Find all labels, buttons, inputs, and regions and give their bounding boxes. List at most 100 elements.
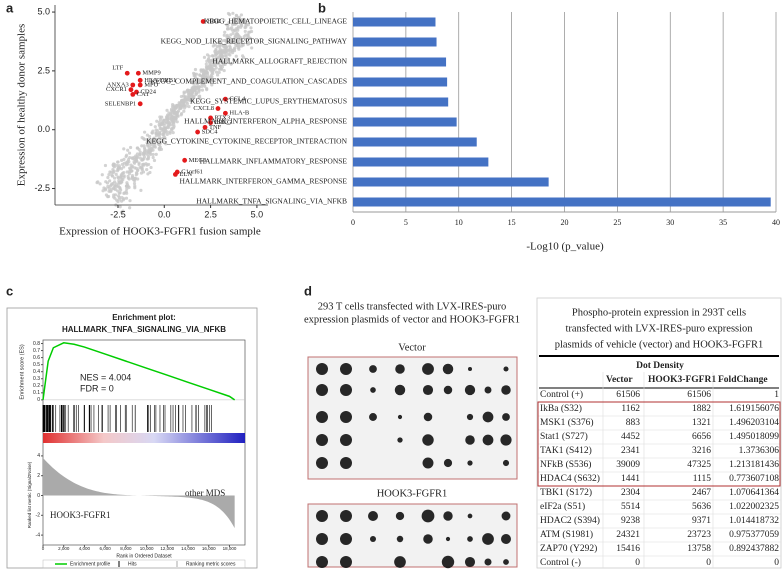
background-point <box>155 119 159 123</box>
background-point <box>148 138 152 142</box>
background-point <box>122 191 126 195</box>
background-point <box>117 195 122 199</box>
point-label: CCL4 <box>229 96 246 103</box>
background-point <box>165 132 169 136</box>
table-cell: ZAP70 (Y292) <box>540 543 597 554</box>
highlight-point <box>208 115 213 121</box>
background-point <box>175 105 179 109</box>
background-point <box>107 173 111 177</box>
blot-dot <box>340 533 352 545</box>
x-tick-label: 10 <box>455 218 463 227</box>
point-label: SDC4 <box>202 129 219 136</box>
background-point <box>117 191 121 195</box>
background-point <box>231 23 235 27</box>
background-point <box>237 45 241 49</box>
background-point <box>208 66 212 71</box>
blot-dot <box>502 413 510 421</box>
background-point <box>231 31 235 35</box>
y-tick-label: 0 <box>37 397 40 403</box>
blot-dot <box>340 384 352 396</box>
background-point <box>211 44 215 48</box>
background-point <box>205 77 209 81</box>
point-label: LTF <box>112 65 123 72</box>
background-point <box>122 175 126 179</box>
background-point <box>244 38 248 42</box>
blot-dot <box>422 457 434 469</box>
background-point <box>149 152 153 156</box>
blot-dot <box>464 556 476 568</box>
x-tick-label: 18,000 <box>223 546 237 551</box>
table-group-header: Dot Density <box>636 361 684 371</box>
background-point <box>189 89 193 93</box>
blot-dot <box>340 510 352 522</box>
y-tick-label: KEGG_COMPLEMENT_AND_COAGULATION_CASCADES <box>150 77 347 86</box>
background-point <box>115 198 119 202</box>
y-tick-label: 2 <box>37 473 40 479</box>
background-point <box>147 134 152 139</box>
table-cell: TBK1 (S172) <box>540 487 592 498</box>
background-point <box>220 49 224 53</box>
background-point <box>120 180 124 184</box>
panel-label: b <box>318 0 326 15</box>
x-tick-label: 40 <box>772 218 780 227</box>
background-point <box>196 77 200 81</box>
table-cell: 61506 <box>616 390 640 400</box>
background-point <box>246 33 250 37</box>
background-point <box>202 70 206 74</box>
background-point <box>130 176 134 181</box>
background-point <box>152 158 157 163</box>
highlight-point <box>128 87 134 93</box>
legend-label: Hits <box>128 561 137 567</box>
background-point <box>158 137 162 141</box>
y-tick-label: KEGG_NOD_LIKE_RECEPTOR_SIGNALING_PATHWAY <box>161 37 348 46</box>
background-point <box>135 152 140 156</box>
background-point <box>222 61 227 65</box>
x-tick-label: 15 <box>508 218 516 227</box>
background-point <box>135 154 139 159</box>
table-cell: 13758 <box>687 544 711 554</box>
background-point <box>227 39 232 43</box>
background-point <box>207 54 211 58</box>
background-point <box>205 59 209 63</box>
x-tick-label: 6,000 <box>100 546 112 551</box>
blot-dot <box>501 511 511 521</box>
x-tick-label: 25 <box>613 218 621 227</box>
background-point <box>200 88 205 92</box>
background-point <box>116 160 120 164</box>
x-axis-label: -Log10 (p_value) <box>526 241 604 253</box>
background-point <box>146 144 150 148</box>
blot-dot <box>482 411 494 423</box>
group-label: other MDS <box>185 488 225 498</box>
background-point <box>111 181 115 186</box>
background-point <box>106 175 110 180</box>
panel-label: c <box>6 283 13 298</box>
background-point <box>198 73 202 77</box>
background-point <box>144 149 148 153</box>
y-tick-label: KEGG_CYTOKINE_CYTOKINE_RECEPTOR_INTERACT… <box>146 137 347 146</box>
background-point <box>116 176 121 180</box>
x-tick-label: 14,000 <box>181 546 195 551</box>
blot-dot <box>443 385 453 395</box>
point-label: MPO <box>144 81 158 88</box>
background-point <box>171 118 175 123</box>
background-point <box>158 118 163 122</box>
y-axis-label: Ranked list metric (Signal2Noise) <box>27 461 32 528</box>
chart-title: Enrichment plot: <box>112 313 176 322</box>
background-point <box>146 153 150 157</box>
background-point <box>155 137 159 142</box>
blot-dot <box>316 510 328 522</box>
point-label: MMP9 <box>142 70 160 77</box>
background-point <box>149 122 153 127</box>
point-label: SELENBP1 <box>105 100 136 107</box>
background-point <box>126 148 130 152</box>
background-point <box>150 131 154 135</box>
background-point <box>169 127 174 131</box>
blot-title: 293 T cells transfected with LVX-IRES-pu… <box>318 301 506 312</box>
y-tick-label: 2.5 <box>37 65 50 75</box>
background-point <box>237 15 241 19</box>
background-point <box>106 194 111 199</box>
background-point <box>235 31 239 36</box>
table-cell: 2467 <box>692 488 711 498</box>
y-tick-label: 5.0 <box>37 6 50 16</box>
